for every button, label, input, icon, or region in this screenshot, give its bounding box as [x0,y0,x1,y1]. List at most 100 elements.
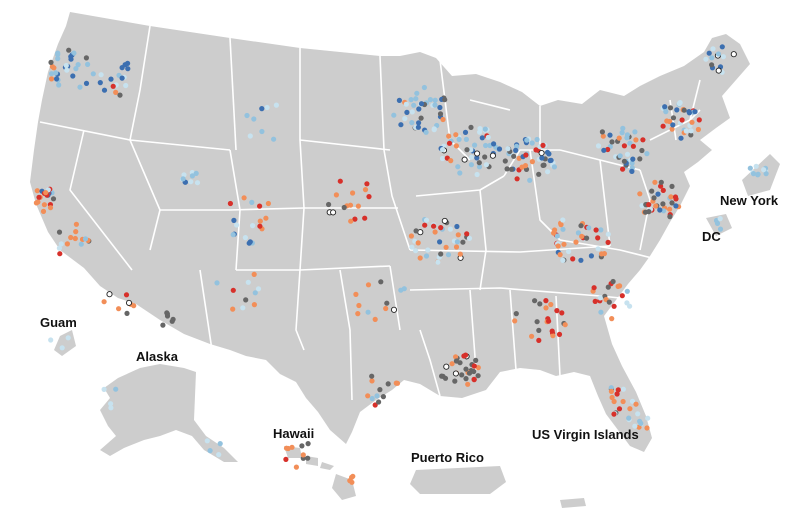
site-marker [409,120,415,126]
site-marker [454,239,460,245]
site-marker [56,82,62,88]
site-marker [101,87,108,93]
site-marker [720,54,727,60]
site-marker [637,418,643,424]
site-marker [83,80,90,86]
site-marker [391,112,397,118]
site-marker [58,241,64,247]
site-marker [283,456,289,462]
site-marker [633,137,639,143]
ny-inset-landmass [742,154,780,196]
site-marker [443,363,450,370]
land-layer [30,12,780,508]
site-marker [644,151,650,157]
site-marker [446,140,453,146]
site-marker [372,402,378,408]
site-marker [455,164,461,170]
site-marker [524,137,530,143]
site-marker [717,216,723,222]
site-marker [540,162,546,168]
site-marker [124,310,130,316]
site-marker [355,311,361,317]
site-marker [579,233,585,239]
site-markers [33,44,769,485]
site-marker [513,147,519,153]
site-marker [715,51,722,57]
site-marker [300,452,306,458]
site-marker [217,441,223,447]
site-marker [619,130,625,136]
site-marker [123,82,129,89]
site-marker [482,126,488,132]
state-border-line [379,55,411,251]
site-marker [241,195,247,201]
site-marker [703,56,709,62]
site-marker [369,373,375,379]
site-marker [365,282,372,288]
site-marker [533,147,539,153]
site-marker [683,128,689,134]
site-marker [468,147,474,153]
site-marker [527,177,533,183]
site-marker [207,448,213,454]
site-marker [611,303,617,309]
site-marker [453,244,460,250]
site-marker [645,415,651,421]
site-marker [529,333,535,339]
site-marker [443,244,449,250]
site-marker [193,170,199,176]
site-marker [347,202,354,208]
site-marker [246,240,252,246]
site-marker [271,136,277,142]
site-marker [607,132,613,138]
site-marker [670,115,677,121]
site-marker [353,291,359,297]
site-marker [538,149,545,157]
site-marker [463,376,469,382]
site-marker [483,162,489,168]
site-marker [421,84,427,91]
site-marker [283,445,290,451]
site-marker [573,239,579,245]
site-marker [667,118,673,125]
site-marker [455,232,461,238]
site-marker [679,117,685,123]
site-marker [409,244,415,250]
site-marker [627,406,633,412]
site-marker [660,123,666,129]
site-marker [83,55,89,61]
site-marker [422,222,428,228]
site-marker [189,173,195,179]
site-marker [247,133,253,139]
site-marker [662,104,668,110]
site-marker [586,225,592,231]
site-marker [72,235,78,242]
site-marker [605,284,611,290]
site-marker [646,202,652,208]
site-marker [125,299,133,306]
site-marker [566,248,572,255]
site-marker [578,257,584,263]
state-border-line [469,289,477,371]
site-marker [369,395,375,402]
site-marker [243,297,249,303]
site-marker [48,337,54,343]
site-marker [413,96,419,102]
hawaii-island [320,462,334,470]
site-marker [376,399,382,405]
site-marker [457,251,463,257]
site-marker [216,452,222,458]
site-marker [230,306,236,312]
site-marker [418,101,425,107]
site-marker [471,368,477,375]
site-marker [85,61,91,67]
state-border-line [409,287,601,297]
site-marker [630,156,636,162]
site-marker [616,135,622,141]
site-marker [57,251,63,257]
site-marker [249,199,255,205]
site-marker [437,239,443,245]
site-marker [473,357,479,363]
site-marker [491,141,497,147]
site-marker [64,241,70,247]
